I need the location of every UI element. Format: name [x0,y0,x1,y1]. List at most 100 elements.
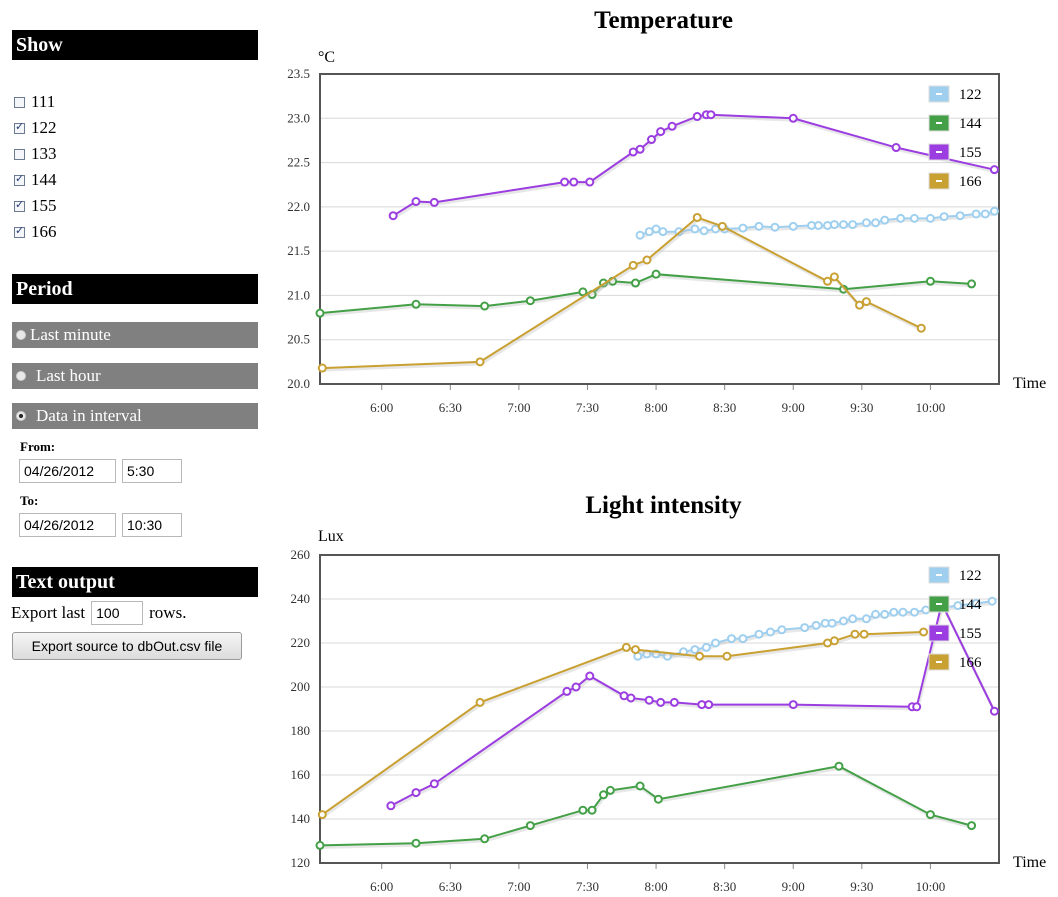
x-tick-label: 7:00 [507,400,530,415]
to-time-input[interactable]: 10:30 [122,513,182,537]
radio-dot[interactable] [16,330,26,340]
data-point [587,805,597,815]
x-tick-label: 8:00 [645,400,668,415]
series-144 [315,269,977,318]
data-point [754,221,764,231]
data-point [525,296,535,306]
checkbox-144[interactable]: 144 [14,169,57,191]
data-point [635,230,645,240]
checkbox-166[interactable]: 166 [14,221,57,243]
y-tick-label: 260 [291,547,311,562]
x-tick-label: 9:00 [782,879,805,894]
series-shadow [320,766,973,849]
y-tick-label: 240 [291,591,311,606]
data-point [317,810,327,820]
data-point [656,127,666,137]
data-point [411,788,421,798]
checkbox-label: 155 [31,196,57,215]
data-point [989,206,999,216]
data-point [861,218,871,228]
data-point [898,607,908,617]
series-166 [317,627,929,820]
from-time-input[interactable]: 5:30 [122,459,182,483]
data-point [646,135,656,145]
legend-label: 155 [959,626,982,642]
data-point [834,761,844,771]
export-button[interactable]: Export source to dbOut.csv file [12,632,242,660]
x-tick-label: 9:00 [782,400,805,415]
data-point [971,209,981,219]
data-point [989,706,999,716]
data-point [722,651,732,661]
series-shadow [393,115,996,219]
checkbox-box[interactable] [14,172,25,186]
x-tick-label: 9:30 [850,879,873,894]
checkbox-box[interactable] [14,224,25,238]
checkbox-box[interactable] [14,198,25,212]
data-point [717,221,727,231]
data-point [861,297,871,307]
legend-swatch-mark [936,122,942,124]
x-tick-label: 6:30 [439,879,462,894]
x-tick-label: 10:00 [916,400,946,415]
data-point [987,596,997,606]
data-point [429,779,439,789]
data-point [315,840,325,850]
data-point [605,785,615,795]
x-axis-label: Time [1013,375,1046,392]
radio-last-minute[interactable]: Last minute [12,322,258,348]
data-point [569,177,579,187]
data-point [880,609,890,619]
from-date-input[interactable]: 04/26/2012 [19,459,116,483]
data-point [770,222,780,232]
data-point [859,629,869,639]
checkbox-133[interactable]: 133 [14,143,57,165]
series-144 [315,761,977,850]
to-date-input[interactable]: 04/26/2012 [19,513,116,537]
y-axis-unit: °C [318,49,335,66]
data-point [953,601,963,611]
y-tick-label: 20.5 [287,332,310,347]
period-section-header: Period [12,274,258,304]
checkbox-box[interactable] [14,120,25,134]
radio-dot[interactable] [16,371,26,381]
data-point [635,781,645,791]
x-tick-label: 8:00 [645,879,668,894]
radio-dot[interactable] [16,411,26,421]
export-prefix: Export last [11,603,86,622]
data-point [475,357,485,367]
radio-data-in-interval[interactable]: Data in interval [12,403,258,429]
data-point [916,323,926,333]
data-point [578,805,588,815]
data-point [690,645,700,655]
show-section-header: Show [12,30,258,60]
x-tick-label: 8:30 [713,400,736,415]
data-point [701,642,711,652]
export-suffix: rows. [149,603,187,622]
x-tick-label: 10:00 [916,879,946,894]
checkbox-box[interactable] [14,148,25,160]
data-point [871,609,881,619]
data-point [669,697,679,707]
y-tick-label: 23.5 [287,66,310,81]
export-row: Export last 100 rows. [11,601,186,625]
checkbox-label: 144 [31,170,57,189]
data-point [628,260,638,270]
export-rows-input[interactable]: 100 [91,601,144,625]
from-label: From: [20,439,56,454]
data-point [727,634,737,644]
data-point [861,614,871,624]
data-point [788,221,798,231]
checkbox-box[interactable] [14,96,25,108]
data-point [921,605,931,615]
radio-last-hour[interactable]: Last hour [12,363,258,389]
data-point [411,838,421,848]
checkbox-122[interactable]: 122 [14,117,57,139]
checkbox-155[interactable]: 155 [14,195,57,217]
x-tick-label: 7:30 [576,879,599,894]
data-point [839,220,849,230]
data-point [925,276,935,286]
checkbox-111[interactable]: 111 [14,91,55,113]
data-point [411,197,421,207]
data-point [525,821,535,831]
